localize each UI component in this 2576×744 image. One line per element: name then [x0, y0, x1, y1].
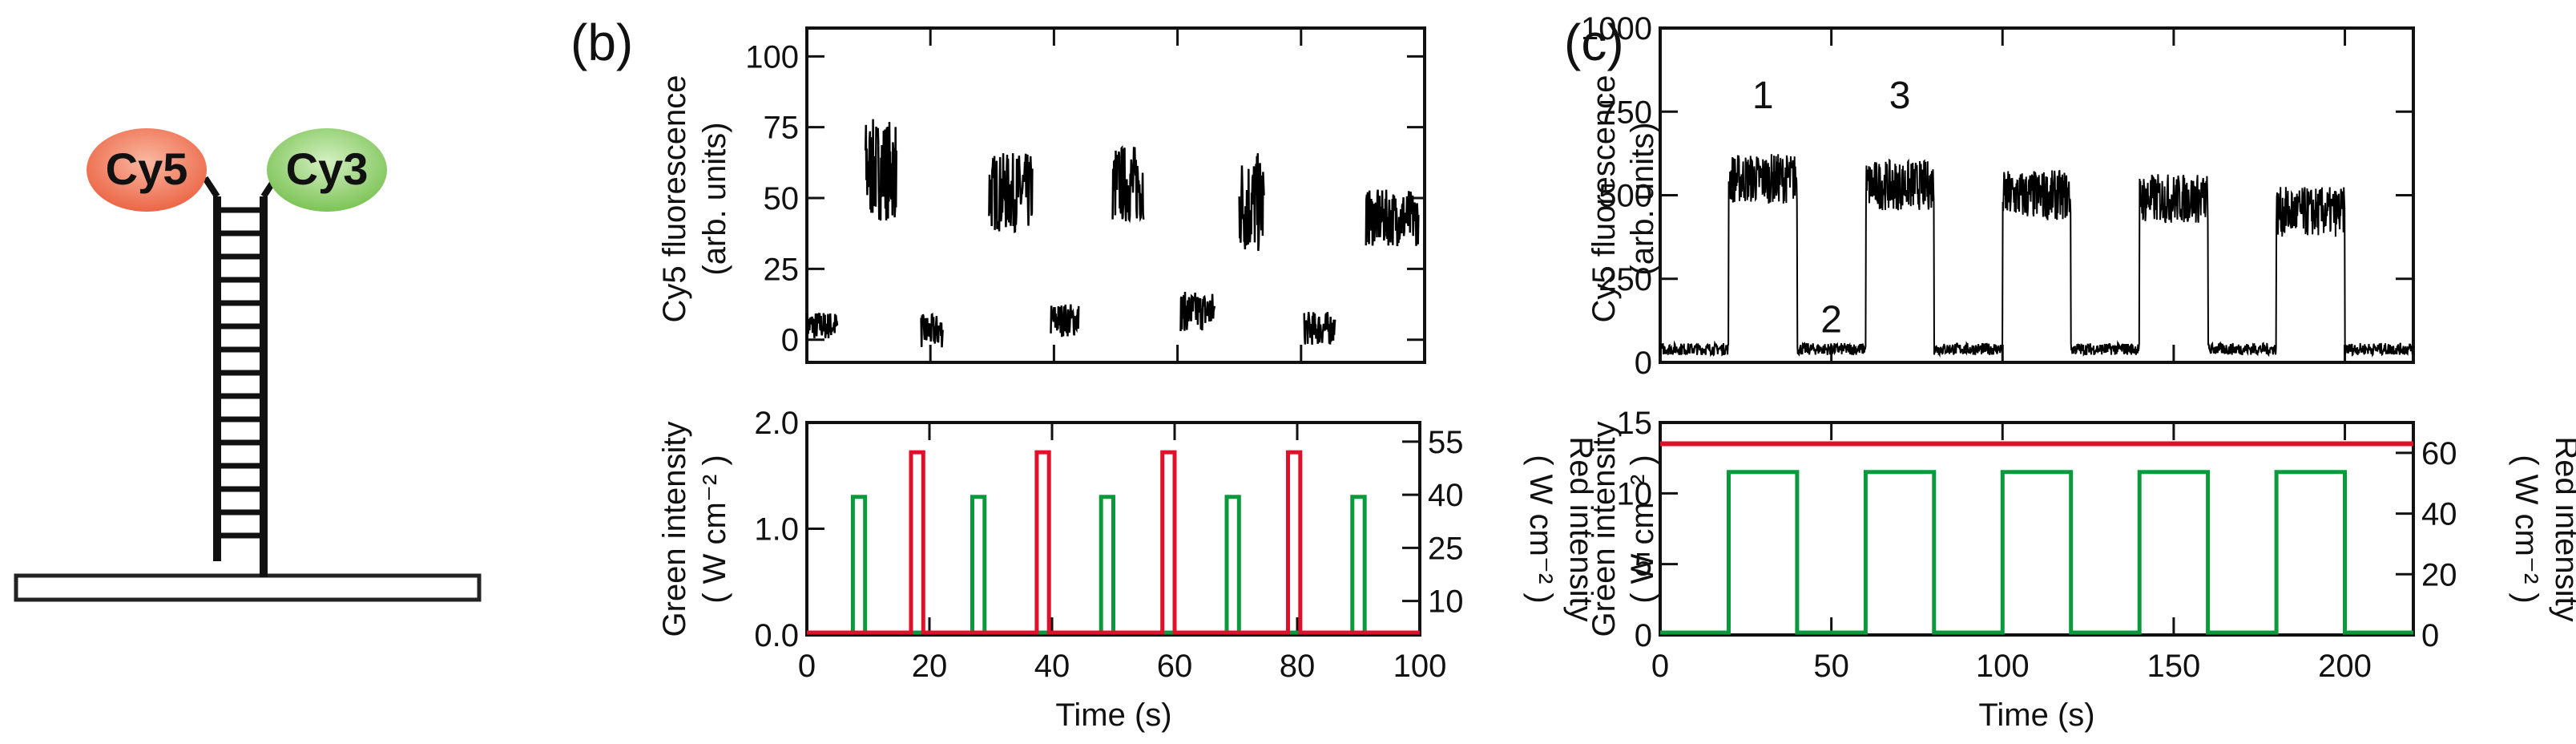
b-bottom-xlabel: Time (s) [1055, 698, 1171, 733]
y-tick-label: 0 [1635, 346, 1652, 381]
fluorescence-trace-segment [920, 313, 944, 348]
cy3-dye [267, 128, 387, 212]
state-annotation: 1 [1752, 75, 1774, 117]
green-laser-pulses [807, 495, 1420, 635]
fluorescence-trace-segment [805, 313, 839, 340]
surface-substrate [14, 573, 482, 602]
fluorescence-trace-segment [1179, 291, 1216, 332]
x-tick-label: 100 [1393, 649, 1447, 684]
panel-label-b: (b) [570, 14, 633, 71]
y-tick-label: 250 [1598, 262, 1652, 297]
b-top-ylabel: Cy5 fluorescence [657, 75, 692, 322]
y-tick-label: 10 [1617, 476, 1653, 512]
x-tick-label: 150 [2147, 649, 2201, 684]
y2-tick-label: 40 [1428, 478, 1464, 513]
y-tick-label: 0 [781, 323, 799, 358]
b-top-plot-frame [805, 26, 1426, 364]
y-tick-label: 15 [1617, 406, 1653, 441]
linker-cy5 [202, 176, 220, 199]
b-bottom-y2label-units: ( W cm⁻² ) [1523, 455, 1558, 604]
y2-tick-label: 10 [1428, 584, 1464, 620]
c-bottom-xlabel: Time (s) [1978, 698, 2094, 733]
y-tick-label: 25 [764, 252, 800, 287]
x-tick-label: 0 [798, 649, 816, 684]
fluorescence-trace [1659, 154, 2414, 358]
y-tick-label: 75 [764, 111, 800, 146]
dna-diagram: Cy5 Cy3 [14, 128, 482, 602]
y2-tick-label: 25 [1428, 531, 1464, 566]
base-pair-rungs [217, 207, 264, 539]
y-tick-label: 0 [1635, 618, 1652, 653]
y-tick-label: 500 [1598, 179, 1652, 214]
c-bottom-ylabel: Green intensity [1586, 421, 1622, 637]
cy5-label: Cy5 [106, 144, 188, 194]
y2-tick-label: 0 [2421, 618, 2439, 653]
c-bottom-y2label: Red intensity [2549, 436, 2576, 621]
x-tick-label: 100 [1976, 649, 2030, 684]
fluorescence-trace-segment [988, 153, 1034, 233]
y-tick-label: 1.0 [754, 512, 799, 548]
c-bottom-ylabel-units: ( W cm⁻² ) [1625, 455, 1660, 604]
panel-label-c: (c) [1564, 14, 1624, 71]
b-top-chart: 0 25 50 75 100 [745, 26, 1426, 364]
x-tick-label: 60 [1157, 649, 1193, 684]
y-tick-label: 0.0 [754, 618, 799, 653]
b-bottom-chart: 0 20 40 60 80 100 0.0 1.0 2.0 10 25 40 55 [754, 406, 1463, 684]
fluorescence-trace-segment [1238, 153, 1265, 251]
y-tick-label: 5 [1635, 548, 1652, 583]
b-bottom-ylabel: Green intensity [657, 421, 692, 637]
y2-tick-label: 55 [1428, 425, 1464, 460]
cy5-dye [87, 128, 207, 212]
green-laser-pulses [1660, 470, 2413, 635]
x-tick-label: 200 [2318, 649, 2372, 684]
c-top-chart: 0 250 500 750 1000 1 2 3 [1581, 11, 2415, 381]
fluorescence-trace-segment [1050, 304, 1080, 338]
y-tick-label: 100 [745, 39, 799, 75]
y-tick-label: 750 [1598, 95, 1652, 130]
fluorescence-trace-segment [1303, 312, 1336, 345]
y-tick-label: 2.0 [754, 406, 799, 441]
x-tick-label: 40 [1034, 649, 1070, 684]
cy3-label: Cy3 [286, 144, 369, 194]
c-top-ylabel-a: Cy5 fluorescence [1586, 75, 1622, 322]
y-tick-label: 50 [764, 181, 800, 216]
y2-tick-label: 40 [2421, 497, 2457, 532]
x-tick-label: 50 [1813, 649, 1849, 684]
b-top-ylabel-units: (arb. units) [697, 122, 732, 275]
fluorescence-trace-segment [1365, 189, 1420, 247]
b-bottom-y2label: Red intensity [1563, 436, 1598, 621]
c-bottom-plot-frame [1659, 421, 2415, 637]
state-annotation: 2 [1820, 298, 1842, 341]
fluorescence-trace-segment [1111, 144, 1145, 224]
state-annotation: 3 [1889, 75, 1911, 117]
fluorescence-trace-segment [864, 119, 898, 221]
b-bottom-ylabel-units: ( W cm⁻² ) [697, 455, 732, 604]
y2-tick-label: 20 [2421, 557, 2457, 592]
x-tick-label: 20 [912, 649, 948, 684]
y-tick-label: 1000 [1581, 11, 1652, 46]
x-tick-label: 80 [1280, 649, 1316, 684]
y2-tick-label: 60 [2421, 436, 2457, 471]
red-laser-pulses [807, 450, 1420, 635]
c-bottom-y2label-units: ( W cm⁻² ) [2509, 455, 2544, 604]
x-tick-label: 0 [1651, 649, 1669, 684]
c-top-ylabel-units: (arb. units) [1625, 122, 1660, 275]
